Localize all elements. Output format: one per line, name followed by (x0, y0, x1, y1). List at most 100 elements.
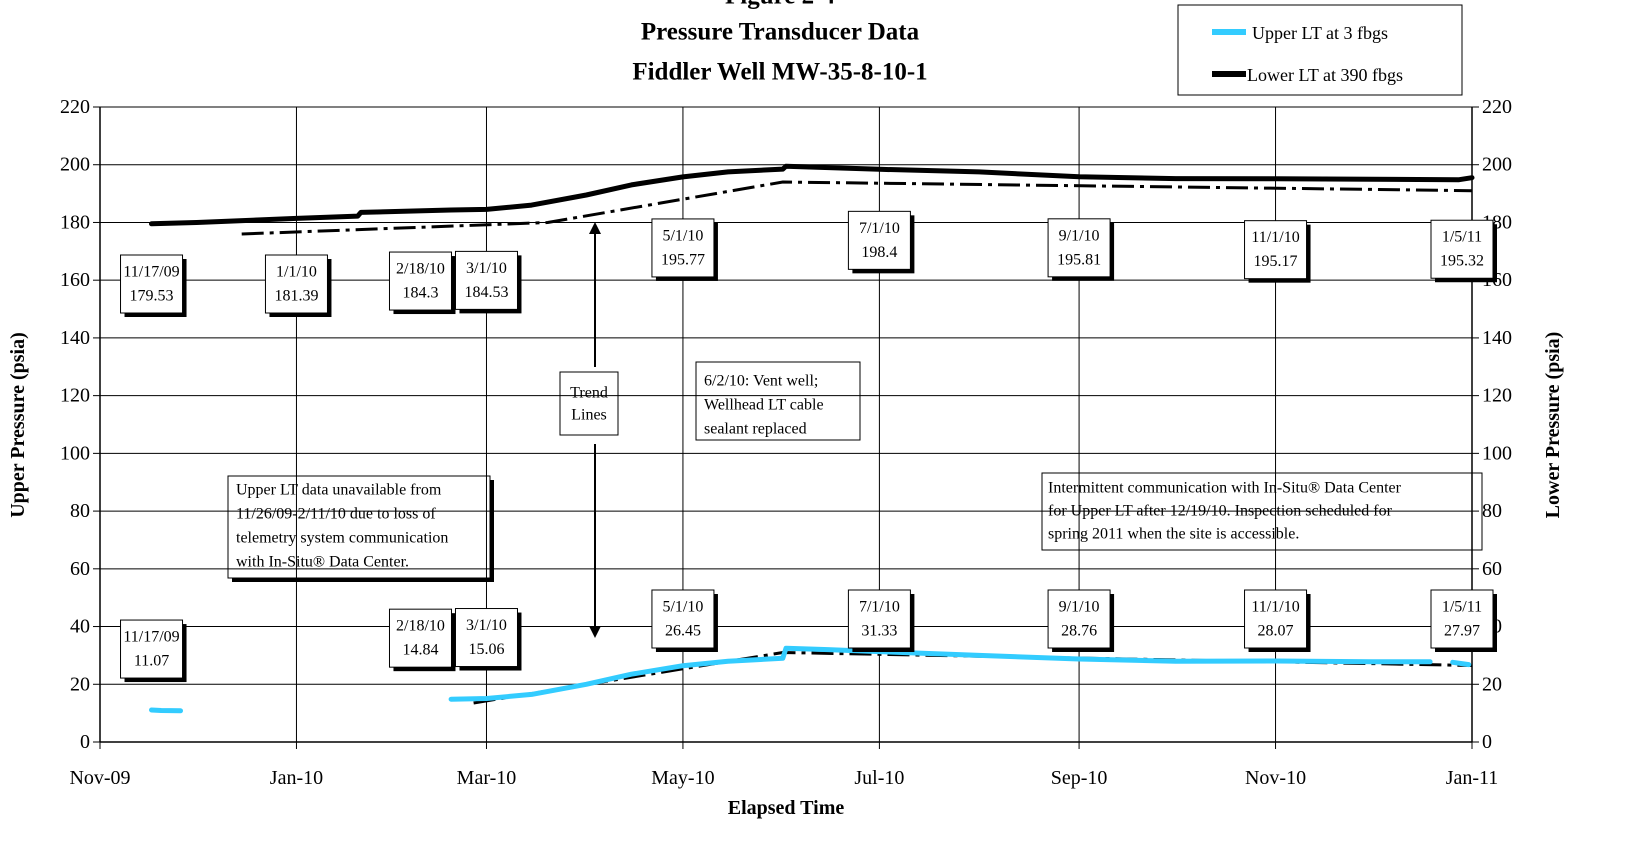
callout: 1/5/11 195.32 (1430, 219, 1497, 283)
x-tick-label: Jan-10 (270, 767, 323, 789)
note-text: with In-Situ® Data Center. (236, 554, 409, 571)
callout: 11/17/09 11.07 (120, 619, 187, 683)
callout: 2/18/10 14.84 (388, 608, 456, 672)
callout-date: 7/1/10 (859, 220, 900, 237)
y2-tick-label: 140 (1482, 327, 1512, 349)
callout-value: 179.53 (130, 288, 174, 305)
callout: 11/1/10 195.17 (1244, 220, 1311, 283)
callout: 3/1/10 15.06 (454, 608, 522, 671)
callout-box (651, 589, 715, 649)
callout-box (388, 251, 452, 311)
y2-tick-label: 120 (1482, 385, 1512, 407)
chart-title: Pressure Transducer Data (641, 19, 920, 46)
y-tick-label: 60 (70, 558, 90, 580)
x-axis-title: Elapsed Time (728, 797, 845, 819)
callout-date: 1/5/11 (1442, 599, 1482, 616)
callout-date: 9/1/10 (1059, 227, 1100, 244)
callout-box (847, 589, 911, 649)
note-text: Trend (570, 385, 608, 402)
y-tick-label: 100 (60, 442, 90, 464)
y-tick-label: 80 (70, 500, 90, 522)
note-text: Lines (571, 407, 607, 424)
y-tick-label: 120 (60, 385, 90, 407)
callout-date: 1/5/11 (1442, 229, 1482, 246)
callout: 1/1/10 181.39 (264, 254, 332, 317)
callout-date: 3/1/10 (466, 617, 507, 634)
y-tick-label: 40 (70, 616, 90, 638)
y2-tick-label: 0 (1482, 731, 1492, 753)
box (559, 371, 619, 436)
y2-tick-label: 100 (1482, 442, 1512, 464)
arrow-head (589, 626, 601, 638)
y2-tick-label: 220 (1482, 96, 1512, 118)
callout-date: 2/18/10 (396, 261, 445, 278)
callout-box (651, 218, 715, 278)
callout-value: 31.33 (861, 623, 897, 640)
x-tick-label: Nov-09 (69, 767, 130, 789)
callout-date: 9/1/10 (1059, 599, 1100, 616)
callout-box (1047, 589, 1111, 649)
x-tick-label: Sep-10 (1051, 767, 1108, 789)
y-tick-label: 160 (60, 269, 90, 291)
callout: 2/18/10 184.3 (388, 251, 456, 315)
callout-box (1244, 220, 1308, 280)
upper-gap-note: Upper LT data unavailable from 11/26/09-… (227, 475, 494, 582)
legend-label: Upper LT at 3 fbgs (1252, 23, 1388, 43)
note-text: Wellhead LT cable (704, 397, 824, 414)
callout: 11/1/10 28.07 (1244, 589, 1311, 652)
chart-title: Figure 2-4 (725, 0, 835, 10)
callout-date: 1/1/10 (276, 264, 317, 281)
y-tick-label: 0 (80, 731, 90, 753)
note-text: Intermittent communication with In-Situ®… (1048, 480, 1402, 497)
callout-box (1047, 218, 1111, 278)
legend-box (1177, 4, 1463, 96)
callout-box (120, 619, 184, 679)
vent-note: 6/2/10: Vent well; Wellhead LT cable sea… (695, 361, 861, 441)
callout-value: 27.97 (1444, 623, 1480, 640)
y-tick-label: 180 (60, 211, 90, 233)
callout: 3/1/10 184.53 (454, 250, 522, 314)
y2-tick-label: 200 (1482, 154, 1512, 176)
y2-tick-label: 80 (1482, 500, 1502, 522)
callout: 1/5/11 27.97 (1430, 589, 1497, 652)
callout-value: 184.3 (402, 285, 438, 302)
series-line (149, 163, 1475, 227)
callout-date: 7/1/10 (859, 599, 900, 616)
callout: 9/1/10 195.81 (1047, 218, 1115, 281)
x-tick-label: Jul-10 (854, 767, 904, 789)
callout-value: 195.32 (1440, 253, 1484, 270)
callout-value: 28.76 (1061, 623, 1097, 640)
callout-date: 11/1/10 (1251, 229, 1299, 246)
callout: 7/1/10 31.33 (847, 589, 915, 652)
note-text: 11/26/09-2/11/10 due to loss of (236, 506, 436, 523)
callout-box (120, 254, 184, 314)
callout-date: 5/1/10 (662, 599, 703, 616)
y-tick-label: 20 (70, 673, 90, 695)
callout: 9/1/10 28.76 (1047, 589, 1115, 652)
callout-date: 11/17/09 (123, 629, 179, 646)
callout: 5/1/10 26.45 (651, 589, 718, 652)
callout: 7/1/10 198.4 (847, 210, 915, 274)
series-line (149, 645, 1472, 714)
trend-line (241, 180, 1473, 236)
note-text: telemetry system communication (236, 530, 448, 547)
y-tick-label: 220 (60, 96, 90, 118)
callout-value: 15.06 (468, 641, 504, 658)
callout-value: 181.39 (274, 288, 318, 305)
y2-tick-label: 20 (1482, 673, 1502, 695)
callout-date: 11/17/09 (123, 264, 179, 281)
callout-box (1430, 589, 1494, 649)
callout-date: 3/1/10 (466, 260, 507, 277)
x-tick-label: Jan-11 (1446, 767, 1499, 789)
y-tick-label: 140 (60, 327, 90, 349)
note-text: 6/2/10: Vent well; (704, 373, 818, 390)
callout-date: 5/1/10 (662, 227, 703, 244)
callout-date: 2/18/10 (396, 618, 445, 635)
callout-value: 195.17 (1254, 253, 1298, 270)
box (695, 361, 861, 441)
callout-value: 184.53 (464, 284, 508, 301)
callout-box (264, 254, 328, 314)
x-tick-label: Nov-10 (1245, 767, 1306, 789)
y2-tick-label: 60 (1482, 558, 1502, 580)
